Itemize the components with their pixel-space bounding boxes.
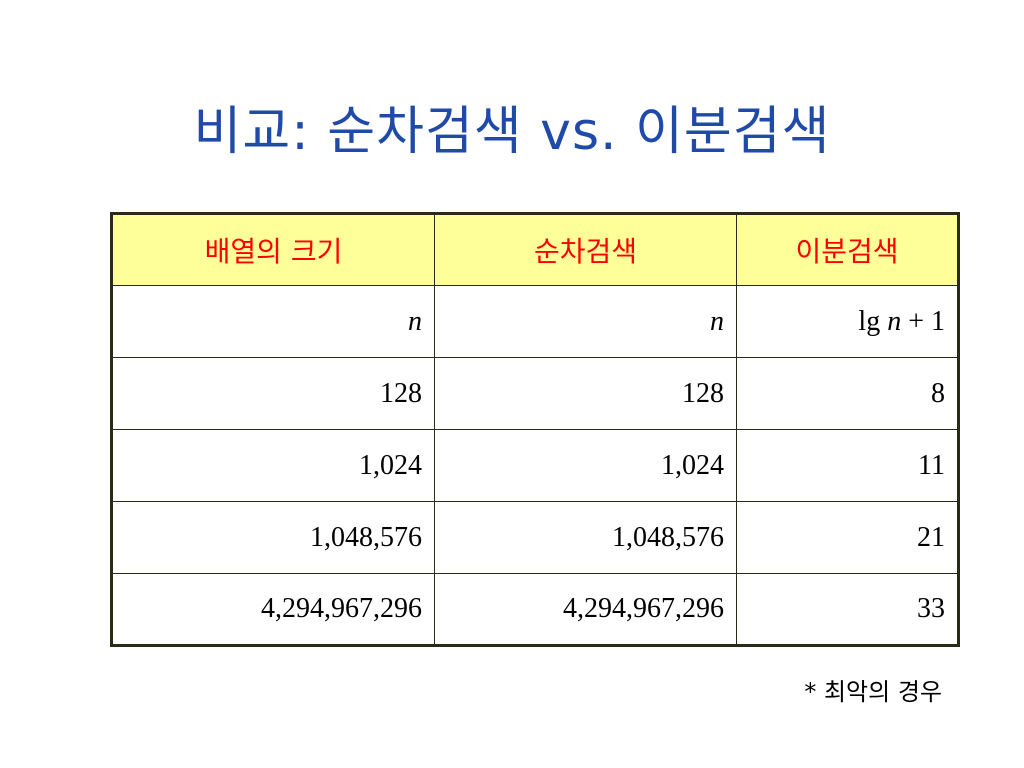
footnote-worst-case: * 최악의 경우 xyxy=(804,678,942,706)
binary-formula-suffix: + 1 xyxy=(908,305,945,337)
cell-sequential: 1,048,576 xyxy=(434,501,737,574)
table-row-formula: n n lg n + 1 xyxy=(111,285,959,358)
header-binary-search: 이분검색 xyxy=(736,213,959,286)
header-array-size: 배열의 크기 xyxy=(111,213,435,286)
table-row: 1,024 1,024 11 xyxy=(111,429,959,502)
cell-sequential: 128 xyxy=(434,357,737,430)
cell-size: 1,048,576 xyxy=(111,501,435,574)
cell-binary-formula: lg n + 1 xyxy=(736,285,959,358)
cell-binary: 21 xyxy=(736,501,959,574)
comparison-table: 배열의 크기 순차검색 이분검색 n n lg n + 1 128 128 8 … xyxy=(110,212,960,647)
cell-binary: 11 xyxy=(736,429,959,502)
cell-size: 4,294,967,296 xyxy=(111,573,435,646)
binary-formula-var: n xyxy=(887,305,902,337)
slide-title: 비교: 순차검색 vs. 이분검색 xyxy=(193,102,831,162)
table-header-row: 배열의 크기 순차검색 이분검색 xyxy=(111,213,959,286)
cell-size: 128 xyxy=(111,357,435,430)
binary-formula-prefix: lg xyxy=(858,305,881,337)
cell-sequential: 4,294,967,296 xyxy=(434,573,737,646)
header-sequential-search: 순차검색 xyxy=(434,213,737,286)
table-row: 4,294,967,296 4,294,967,296 33 xyxy=(111,573,959,646)
cell-sequential-formula: n xyxy=(434,285,737,358)
table-row: 128 128 8 xyxy=(111,357,959,430)
cell-sequential: 1,024 xyxy=(434,429,737,502)
cell-size-formula: n xyxy=(111,285,435,358)
table-row: 1,048,576 1,048,576 21 xyxy=(111,501,959,574)
cell-size: 1,024 xyxy=(111,429,435,502)
cell-binary: 8 xyxy=(736,357,959,430)
cell-binary: 33 xyxy=(736,573,959,646)
